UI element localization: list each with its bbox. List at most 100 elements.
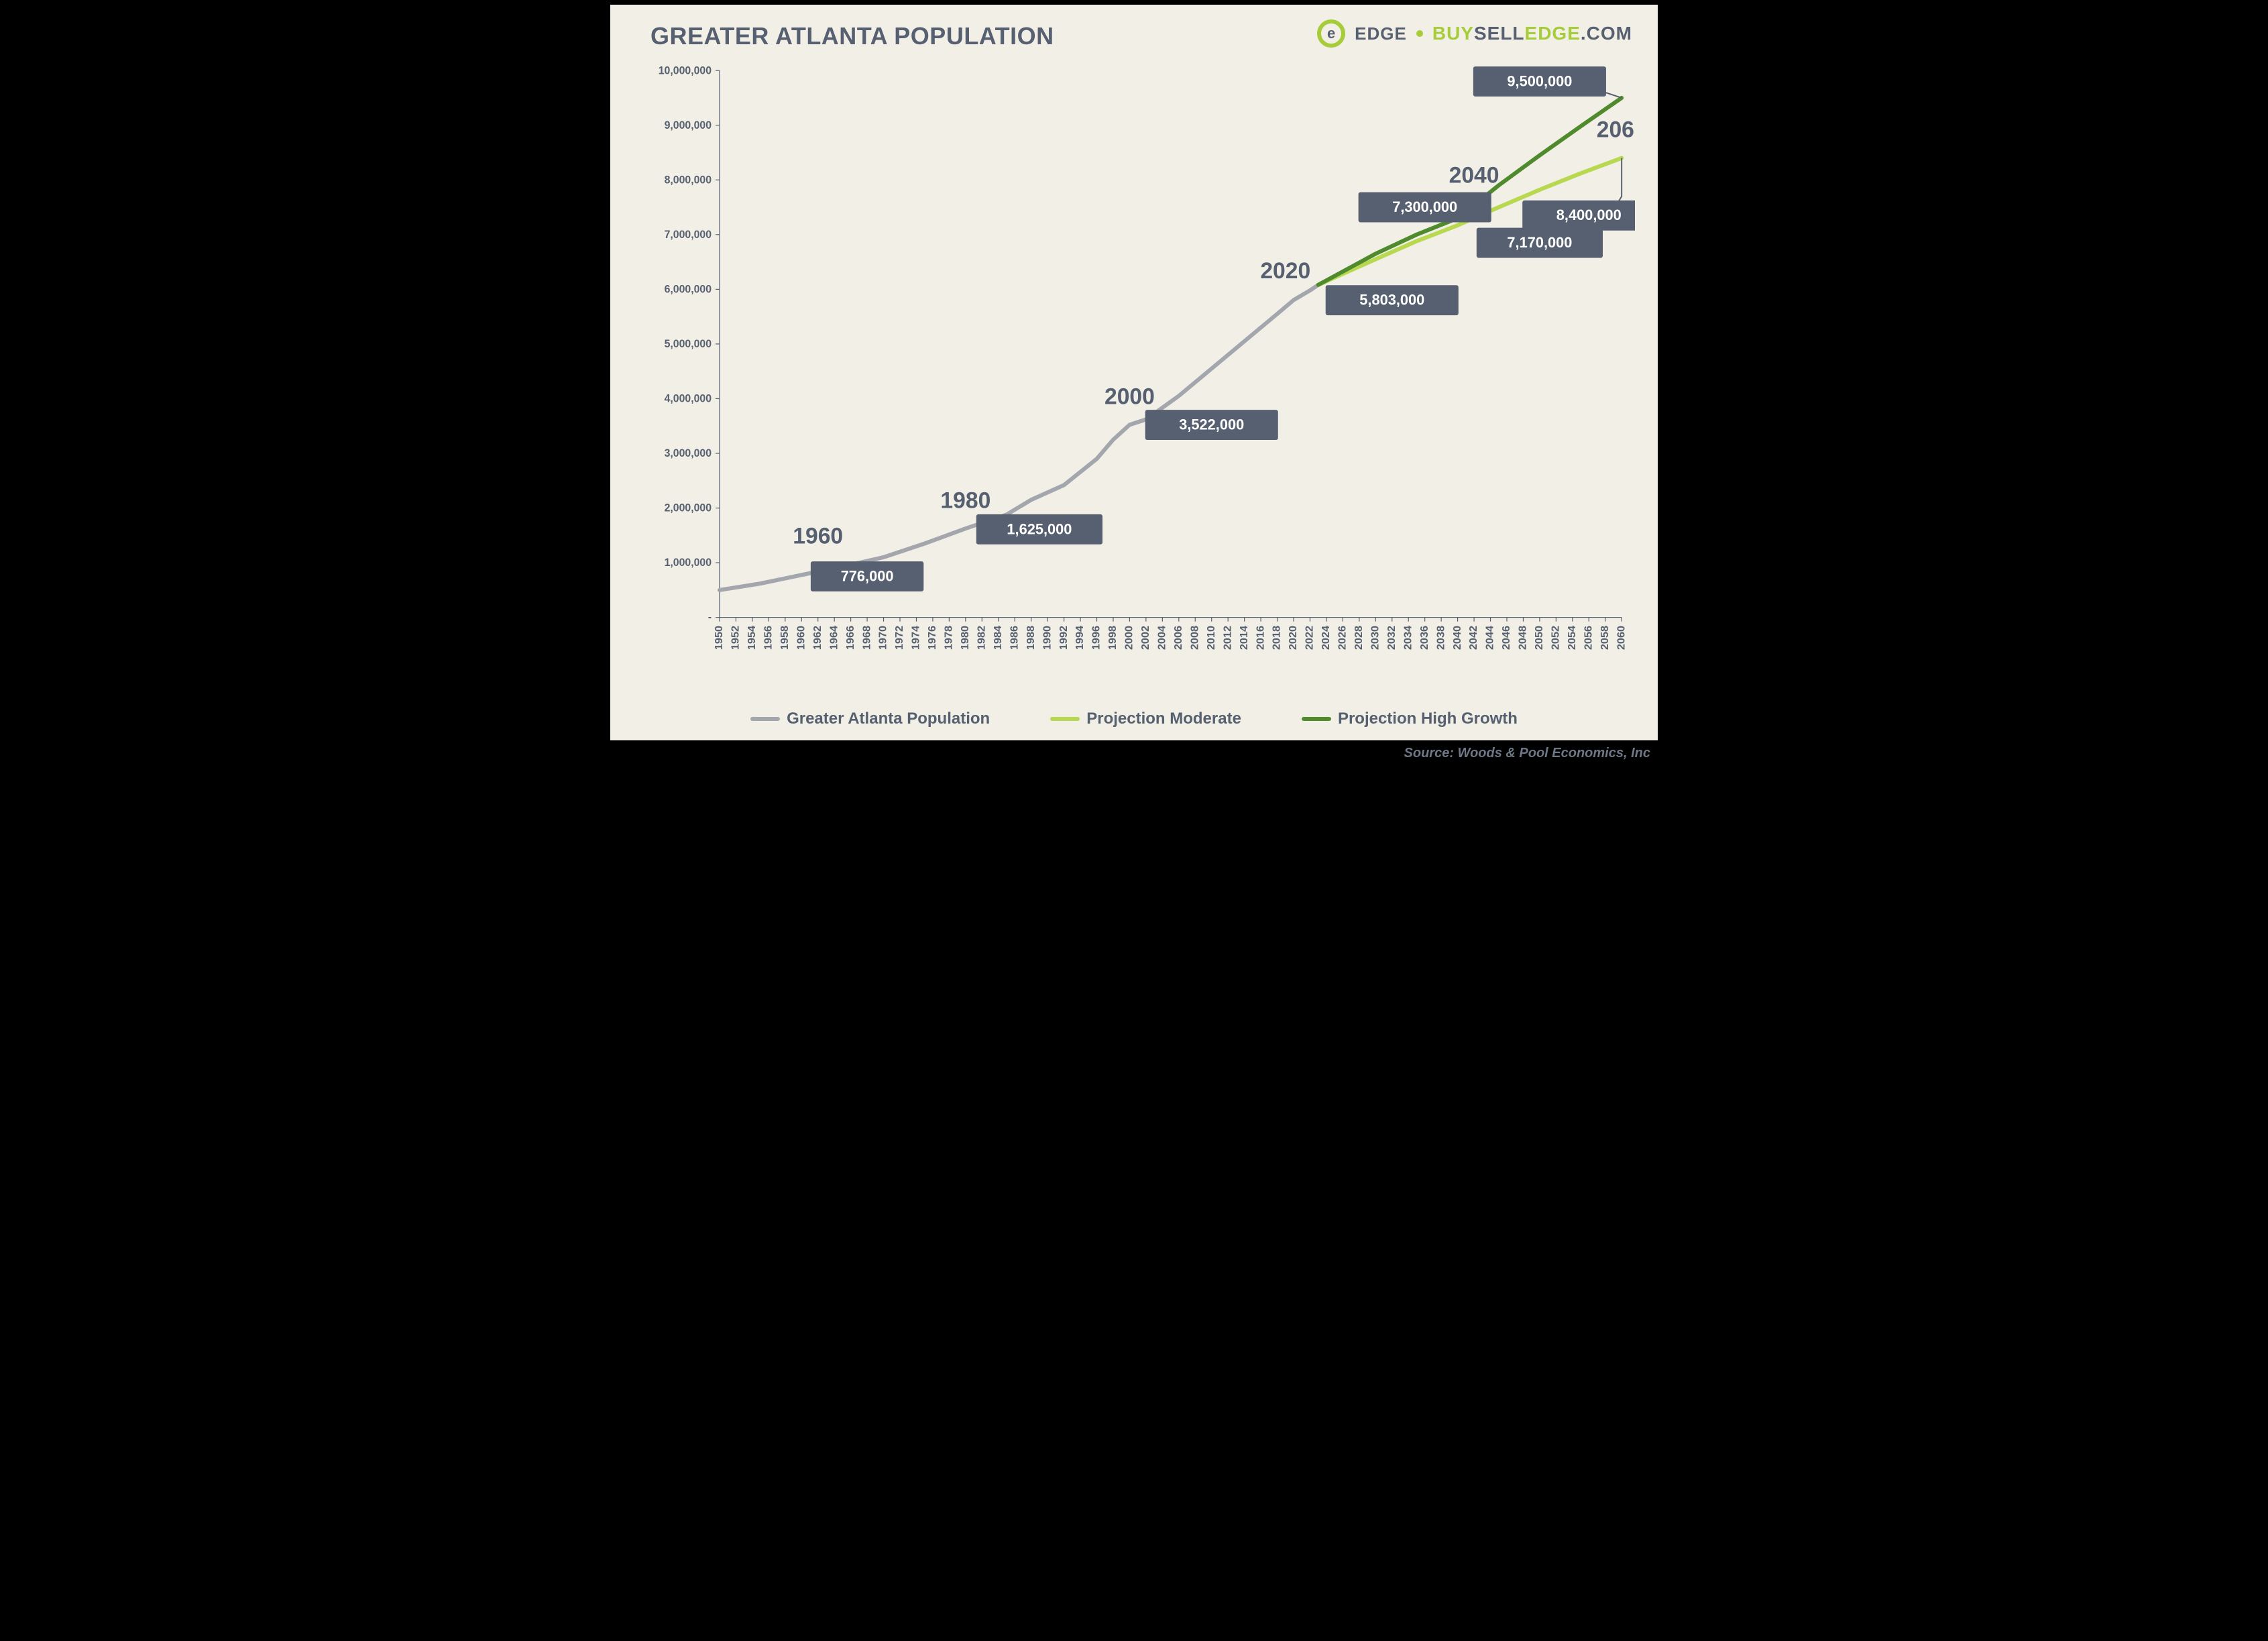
svg-text:1992: 1992 [1058,626,1070,650]
svg-text:1956: 1956 [762,626,775,650]
svg-text:1990: 1990 [1041,626,1054,650]
svg-text:1980: 1980 [959,626,971,650]
svg-text:1976: 1976 [926,626,938,650]
svg-text:1958: 1958 [779,626,791,650]
svg-text:2022: 2022 [1304,626,1316,650]
svg-text:3,522,000: 3,522,000 [1179,416,1244,433]
svg-text:1960: 1960 [795,626,807,650]
svg-text:7,300,000: 7,300,000 [1392,199,1457,215]
legend-item-historical: Greater Atlanta Population [750,710,990,728]
svg-text:1984: 1984 [992,626,1004,650]
logo-part: .COM [1581,23,1632,44]
svg-text:2044: 2044 [1484,626,1496,650]
legend-swatch [1302,717,1331,721]
svg-text:2056: 2056 [1583,626,1595,650]
svg-text:1986: 1986 [1009,626,1021,650]
svg-text:2014: 2014 [1238,626,1250,650]
figure-frame: GREATER ATLANTA POPULATION e EDGE BUYSEL… [606,0,1662,765]
svg-text:2004: 2004 [1156,626,1168,650]
svg-text:2008: 2008 [1189,626,1201,650]
svg-text:2028: 2028 [1353,626,1365,650]
svg-text:2,000,000: 2,000,000 [665,502,712,514]
svg-text:2010: 2010 [1205,626,1217,650]
svg-text:2020: 2020 [1260,258,1310,284]
legend-label: Projection High Growth [1338,710,1518,728]
buyselledge-logo: BUYSELLEDGE.COM [1432,23,1632,44]
legend: Greater Atlanta Population Projection Mo… [610,710,1658,728]
svg-text:2000: 2000 [1104,384,1155,410]
svg-text:9,500,000: 9,500,000 [1507,72,1572,89]
legend-label: Projection Moderate [1086,710,1241,728]
edge-logo-text: EDGE [1355,23,1407,44]
svg-text:3,000,000: 3,000,000 [665,447,712,459]
svg-text:1980: 1980 [940,488,990,514]
svg-text:2060: 2060 [1615,626,1628,650]
legend-item-moderate: Projection Moderate [1050,710,1241,728]
svg-text:1978: 1978 [943,626,955,650]
svg-text:2034: 2034 [1402,626,1414,650]
svg-text:2006: 2006 [1172,626,1184,650]
svg-text:2012: 2012 [1222,626,1234,650]
svg-text:6,000,000: 6,000,000 [665,283,712,295]
legend-label: Greater Atlanta Population [787,710,990,728]
svg-text:9,000,000: 9,000,000 [665,119,712,131]
logo-part: BUY [1432,23,1474,44]
logo-part: EDGE [1525,23,1581,44]
svg-text:2042: 2042 [1467,626,1479,650]
svg-text:2050: 2050 [1533,626,1545,650]
logo-separator-dot-icon [1416,30,1423,37]
svg-text:1964: 1964 [828,626,840,650]
logo-cluster: e EDGE BUYSELLEDGE.COM [1317,19,1632,48]
legend-swatch [1050,717,1080,721]
svg-text:1,000,000: 1,000,000 [665,557,712,569]
svg-text:1998: 1998 [1107,626,1119,650]
svg-text:2040: 2040 [1451,626,1463,650]
svg-text:2024: 2024 [1320,626,1332,650]
svg-text:2040: 2040 [1449,162,1499,188]
svg-text:-: - [708,612,712,624]
svg-text:10,000,000: 10,000,000 [659,64,712,76]
svg-text:8,400,000: 8,400,000 [1556,207,1622,223]
svg-text:2052: 2052 [1550,626,1562,650]
chart-area: - 1,000,000 2,000,000 3,000,000 4,000,000 5,0… [646,64,1635,665]
svg-text:2030: 2030 [1369,626,1381,650]
svg-text:2018: 2018 [1271,626,1283,650]
edge-logo-icon: e [1317,19,1345,48]
svg-text:2036: 2036 [1418,626,1430,650]
legend-item-high: Projection High Growth [1302,710,1518,728]
chart-panel: GREATER ATLANTA POPULATION e EDGE BUYSEL… [610,4,1658,741]
svg-text:2058: 2058 [1599,626,1611,650]
svg-text:7,170,000: 7,170,000 [1507,234,1572,251]
svg-text:7,000,000: 7,000,000 [665,229,712,241]
svg-text:1972: 1972 [893,626,905,650]
svg-text:2002: 2002 [1139,626,1151,650]
svg-text:1950: 1950 [713,626,725,650]
svg-text:5,803,000: 5,803,000 [1359,291,1424,308]
svg-text:1968: 1968 [860,626,872,650]
svg-text:2032: 2032 [1385,626,1398,650]
svg-text:2000: 2000 [1123,626,1135,650]
chart-title: GREATER ATLANTA POPULATION [650,22,1054,50]
svg-text:2054: 2054 [1566,626,1578,650]
svg-text:2038: 2038 [1435,626,1447,650]
svg-text:2026: 2026 [1337,626,1349,650]
svg-text:5,000,000: 5,000,000 [665,338,712,350]
svg-text:4,000,000: 4,000,000 [665,392,712,404]
svg-text:1974: 1974 [910,626,922,650]
svg-text:1988: 1988 [1025,626,1037,650]
svg-text:1966: 1966 [844,626,856,650]
svg-text:1960: 1960 [793,523,843,549]
svg-text:1962: 1962 [811,626,824,650]
svg-text:1970: 1970 [877,626,889,650]
source-attribution: Source: Woods & Pool Economics, Inc [1404,746,1650,761]
svg-text:1952: 1952 [730,626,742,650]
svg-text:2048: 2048 [1517,626,1529,650]
line-chart-svg: - 1,000,000 2,000,000 3,000,000 4,000,000 5,0… [646,64,1635,665]
svg-text:2060: 2060 [1597,117,1635,143]
svg-text:1954: 1954 [746,626,758,650]
legend-swatch [750,717,780,721]
svg-text:1996: 1996 [1090,626,1102,650]
svg-text:2016: 2016 [1254,626,1266,650]
svg-text:2020: 2020 [1287,626,1299,650]
svg-text:1994: 1994 [1074,626,1086,650]
